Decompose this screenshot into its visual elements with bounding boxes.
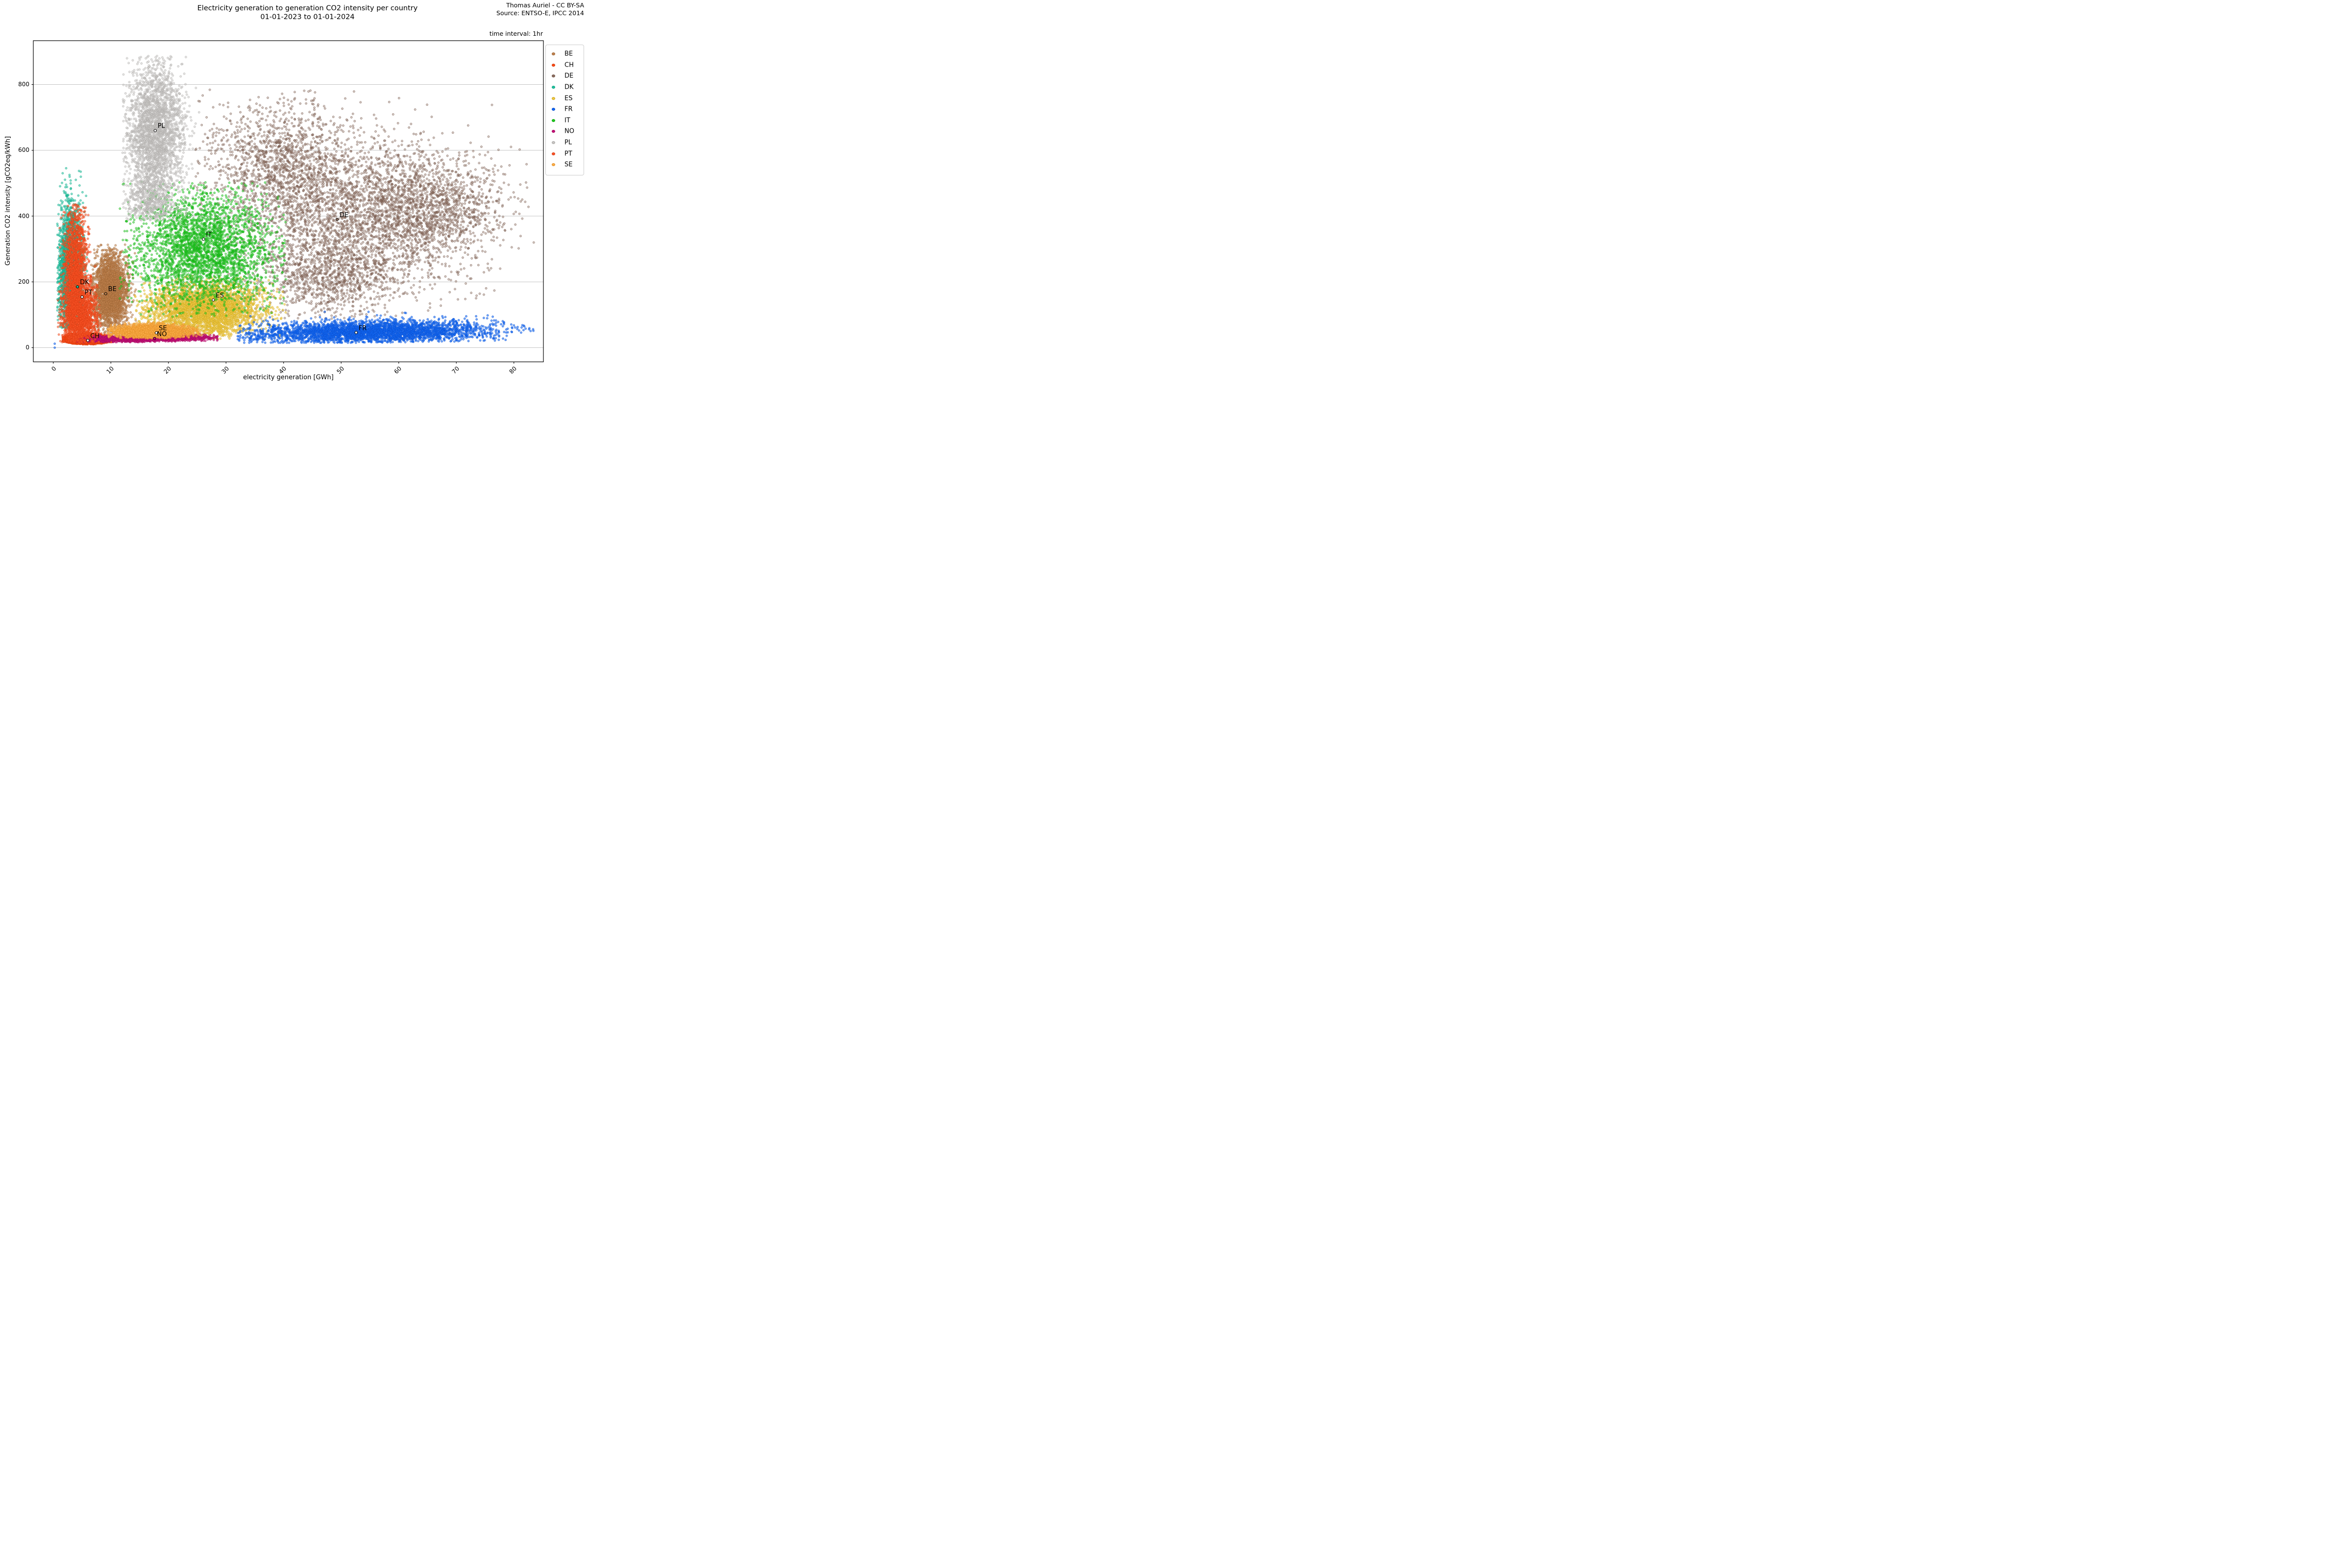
legend-marker-CH [552, 63, 555, 67]
legend-item-SE: SE [546, 159, 584, 171]
y-tick-label: 200 [18, 278, 29, 285]
legend-item-PL: PL [546, 137, 584, 148]
legend-item-DK: DK [546, 82, 584, 93]
legend-label: IT [564, 117, 570, 124]
legend-label: BE [564, 50, 573, 58]
country-label-BE: BE [108, 286, 117, 294]
y-tick-label: 400 [18, 212, 29, 220]
country-label-NO: NO [157, 330, 167, 338]
legend-item-IT: IT [546, 115, 584, 126]
chart-title-line2: 01-01-2023 to 01-01-2024 [260, 13, 355, 21]
legend: BE CH DE DK ES FR IT NO PL PT SE [545, 45, 584, 175]
legend-marker-DE [552, 74, 555, 78]
legend-marker-SE [552, 163, 555, 167]
legend-label: PL [564, 139, 572, 147]
legend-item-ES: ES [546, 93, 584, 104]
legend-marker-BE [552, 52, 555, 56]
figure: Electricity generation to generation CO2… [0, 0, 588, 392]
legend-item-CH: CH [546, 60, 584, 71]
country-label-PT: PT [84, 289, 93, 297]
legend-marker-PT [552, 152, 555, 155]
legend-item-NO: NO [546, 126, 584, 137]
legend-label: DE [564, 72, 574, 80]
country-label-IT: IT [206, 231, 212, 239]
legend-label: ES [564, 95, 573, 102]
scatter-canvas [0, 0, 588, 392]
legend-marker-IT [552, 119, 555, 122]
legend-label: DK [564, 83, 574, 91]
legend-marker-FR [552, 108, 555, 111]
legend-item-DE: DE [546, 71, 584, 82]
country-label-DE: DE [340, 211, 349, 219]
attribution-source: Source: ENTSO-E, IPCC 2014 [496, 9, 584, 17]
legend-item-BE: BE [546, 49, 584, 60]
country-label-CH: CH [90, 332, 100, 340]
y-tick-label: 600 [18, 147, 29, 154]
legend-marker-ES [552, 97, 555, 100]
legend-marker-DK [552, 86, 555, 89]
country-label-PL: PL [157, 122, 165, 130]
legend-label: FR [564, 105, 573, 113]
attribution-author: Thomas Auriel - CC BY-SA [506, 1, 584, 9]
time-interval-note: time interval: 1hr [489, 30, 543, 37]
legend-label: PT [564, 150, 572, 158]
country-label-DK: DK [80, 279, 89, 287]
legend-label: SE [564, 161, 573, 169]
legend-item-PT: PT [546, 148, 584, 159]
legend-item-FR: FR [546, 104, 584, 115]
legend-marker-PL [552, 141, 555, 145]
y-tick-label: 800 [18, 81, 29, 88]
x-axis-label: electricity generation [GWh] [243, 374, 334, 381]
country-label-FR: FR [358, 324, 367, 332]
country-label-SE: SE [159, 325, 167, 333]
chart-title-line1: Electricity generation to generation CO2… [197, 4, 418, 12]
legend-label: NO [564, 127, 574, 135]
country-label-ES: ES [216, 292, 224, 300]
attribution: Thomas Auriel - CC BY-SA Source: ENTSO-E… [496, 1, 584, 17]
legend-label: CH [564, 61, 574, 69]
y-tick-label: 0 [25, 344, 29, 351]
legend-marker-NO [552, 130, 555, 133]
